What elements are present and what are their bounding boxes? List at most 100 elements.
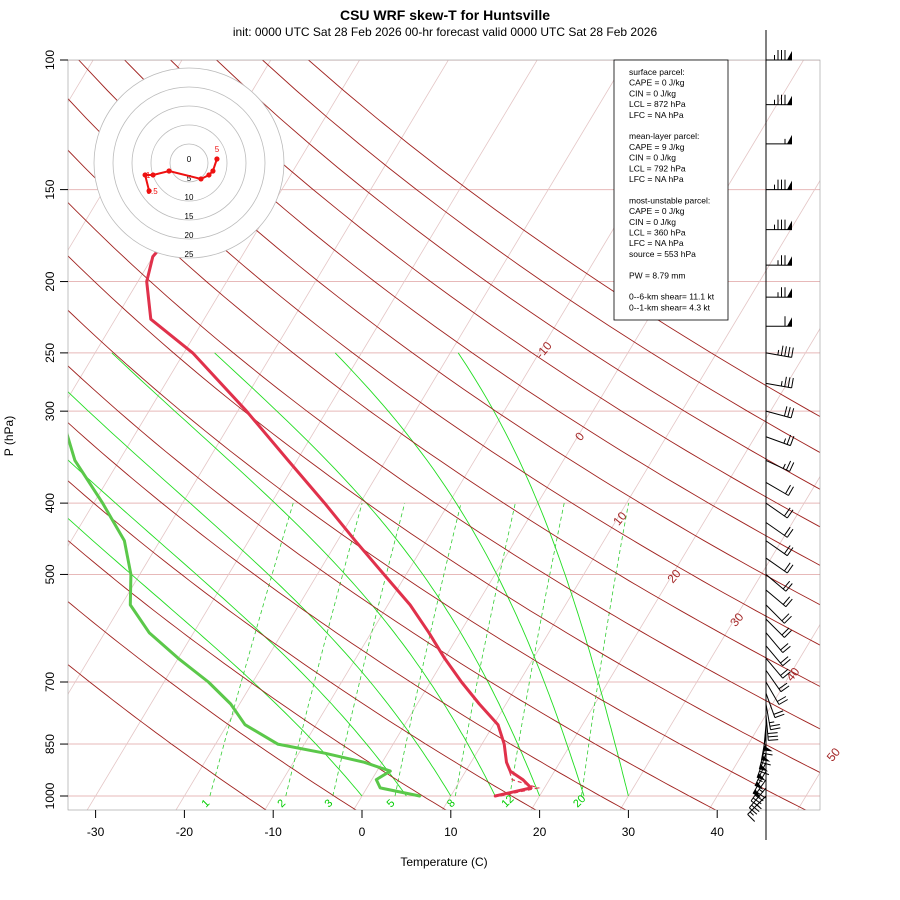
y-tick-label: 100 [43,50,57,70]
wind-barb-shaft [765,540,788,557]
hodograph-ring-label: 0 [187,155,192,164]
wind-barb-feather [783,406,788,417]
wind-barb-shaft [754,762,767,787]
info-line: PW = 8.79 mm [629,270,685,280]
hodograph-ring-label: 5 [187,174,192,183]
wind-barb-feather [747,814,756,822]
hodograph-ring-label: 10 [185,193,194,202]
info-line: CIN = 0 J/kg [629,217,676,227]
wind-barb-feather [785,598,793,608]
isotherm-line [441,179,820,810]
moist-adiabats [68,352,629,797]
info-line: CIN = 0 J/kg [629,153,676,163]
wind-barb-shaft [761,734,767,761]
wind-barb-feather [780,656,789,664]
hodograph-point [210,168,216,174]
wind-barb-feather [789,462,795,472]
chart-subtitle: init: 0000 UTC Sat 28 Feb 2026 00-hr for… [233,25,658,39]
plot-frame [67,59,821,811]
wind-barb-shaft [765,657,784,679]
profiles [68,103,541,798]
wind-barb-flag [787,95,792,105]
wind-barb-feather [786,564,794,574]
x-tick-label: -10 [265,825,283,839]
x-axis-label: Temperature (C) [400,855,487,869]
dry-adiabat [261,60,820,454]
hodograph-point-label: 5 [215,145,220,154]
info-line: LCL = 872 hPa [629,99,686,109]
wind-barb-flag [787,317,792,327]
wind-barb-flag [763,745,773,752]
wind-barb-feather [791,377,794,388]
wind-barb-feather [780,685,790,693]
info-line: source = 553 hPa [629,249,696,259]
wind-barb-shaft [756,753,767,778]
wind-barb-feather [748,807,758,815]
mixing-ratio-label: 2 [275,797,288,810]
y-tick-label: 200 [43,271,57,291]
dry-adiabat [215,60,820,490]
wind-barb-feather [762,752,773,756]
wind-barb-feather [780,668,789,676]
wind-barb-shaft [765,459,790,472]
moist-adiabat [68,517,363,797]
parcel-trace [500,762,541,797]
moist-adiabat [68,459,407,797]
wind-barb-feather [774,713,785,719]
isotherm-line [68,60,361,547]
mixing-ratio-line [394,503,462,797]
dry-adiabat [68,539,447,810]
dry-adiabat [307,60,820,418]
hodograph-ring [131,105,247,221]
y-axis-label: P (hPa) [2,416,16,456]
mixing-ratio-label: 1 [200,797,213,810]
wind-barb-feather [782,658,791,667]
wind-barb-feather [782,671,791,679]
wind-barb-feather [786,528,794,538]
hodograph-point [142,172,148,178]
isotherm-label: 50 [824,745,844,764]
wind-barb-shaft [765,522,788,538]
hodograph-point [166,168,172,174]
wind-barb-feather [783,545,791,554]
hodograph-point-label: 1 [146,171,151,180]
mixing-ratio-line [332,503,406,797]
hodograph-ring [169,143,209,183]
hodograph-ring [112,86,266,240]
wind-barb-feather [778,682,788,690]
wind-barb-feather [768,739,779,741]
wind-barb-feather [751,804,760,812]
x-tick-label: 40 [711,825,725,839]
x-tick-label: 30 [622,825,636,839]
wind-barb-feather [787,377,791,388]
wind-barb-feather [784,630,792,638]
hodograph-point-label: 0.5 [147,187,159,196]
wind-barb-flag [787,51,792,60]
y-tick-label: 500 [43,564,57,584]
wind-barb-feather [767,735,778,738]
wind-barb-feather [777,696,787,702]
info-line: CAPE = 0 J/kg [629,78,685,88]
wind-barb-shaft [765,681,780,705]
wind-barb-shaft [752,770,767,794]
mixing-ratio-label: 3 [322,797,335,810]
x-tick-label: -30 [87,825,105,839]
wind-barb-feather [783,562,791,572]
hodograph-point [214,156,220,162]
x-tick-label: -20 [176,825,194,839]
mixing-ratio-line [454,503,516,797]
wind-barb-half-feather [777,349,780,356]
hodograph-ring-label: 20 [185,231,194,240]
info-line: LFC = NA hPa [629,110,684,120]
wind-barb-shaft [765,557,788,574]
info-line: 0--1-km shear= 4.3 kt [629,302,711,312]
info-line: CAPE = 0 J/kg [629,206,685,216]
y-tick-label: 400 [43,493,57,513]
wind-barb-feather [780,643,789,651]
wind-barb-feather [789,436,795,446]
moist-adiabat [68,391,452,797]
dry-adiabat [68,422,627,810]
wind-barb-shaft [765,382,792,389]
